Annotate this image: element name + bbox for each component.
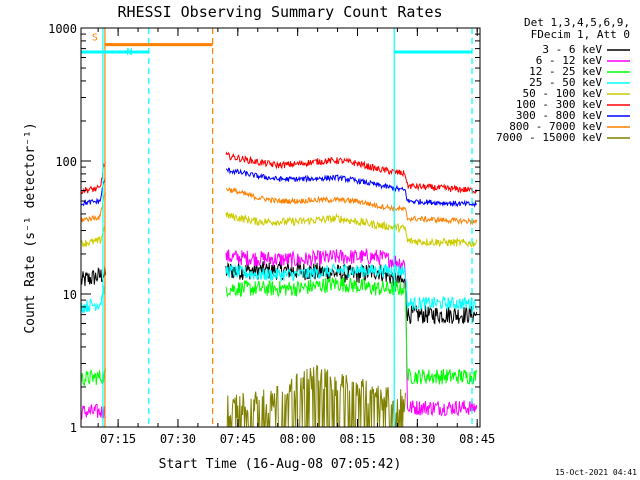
legend: Det 1,3,4,5,6,9, FDecim 1, Att 0 3 - 6 k… [496,16,630,144]
x-tick-label: 07:45 [220,432,256,446]
series-50-100-keV [80,211,478,248]
y-tick-label: 1000 [48,22,77,36]
x-tick-label: 08:30 [399,432,435,446]
y-axis-label: Count Rate (s⁻¹ detector⁻¹) [23,122,38,333]
series-6-12-keV [80,247,478,421]
annotation-label-n: N [126,47,132,58]
x-tick-label: 08:15 [339,432,375,446]
y-tick-label: 100 [55,155,77,169]
annotation-label-s: S [92,33,98,44]
legend-label: 3 - 6 keV [542,43,602,56]
legend-label: 25 - 50 keV [529,76,602,89]
legend-label: 6 - 12 keV [536,54,603,67]
axis-ticks: 07:15 07:30 07:45 08:00 08:15 08:30 08:45 1 10 10… [48,22,495,446]
series-12-25-keV [80,277,478,386]
series-100-300-keV [80,151,478,195]
footer-timestamp: 15-Oct-2021 04:41 [555,468,637,477]
series-25-50-keV [80,263,478,314]
y-tick-label: 1 [70,421,77,435]
plot-layer: SN [80,28,478,428]
x-tick-label: 07:30 [160,432,196,446]
legend-label: 100 - 300 keV [516,98,602,111]
legend-header-line-2: FDecim 1, Att 0 [531,28,630,41]
chart-title: RHESSI Observing Summary Count Rates [117,3,442,21]
x-tick-label: 08:45 [459,432,495,446]
plot-frame [80,27,481,428]
y-tick-label: 10 [63,288,77,302]
legend-label: 12 - 25 keV [529,65,602,78]
series-7000-15000-keV [225,364,406,428]
series-800-7000-keV [80,187,478,226]
x-axis-label: Start Time (16-Aug-08 07:05:42) [159,457,402,472]
legend-label: 300 - 800 keV [516,109,602,122]
legend-label: 50 - 100 keV [523,87,603,100]
legend-label: 800 - 7000 keV [509,120,602,133]
x-tick-label: 07:15 [100,432,136,446]
x-tick-label: 08:00 [280,432,316,446]
legend-label: 7000 - 15000 keV [496,131,602,144]
legend-header-line-1: Det 1,3,4,5,6,9, [524,16,630,29]
